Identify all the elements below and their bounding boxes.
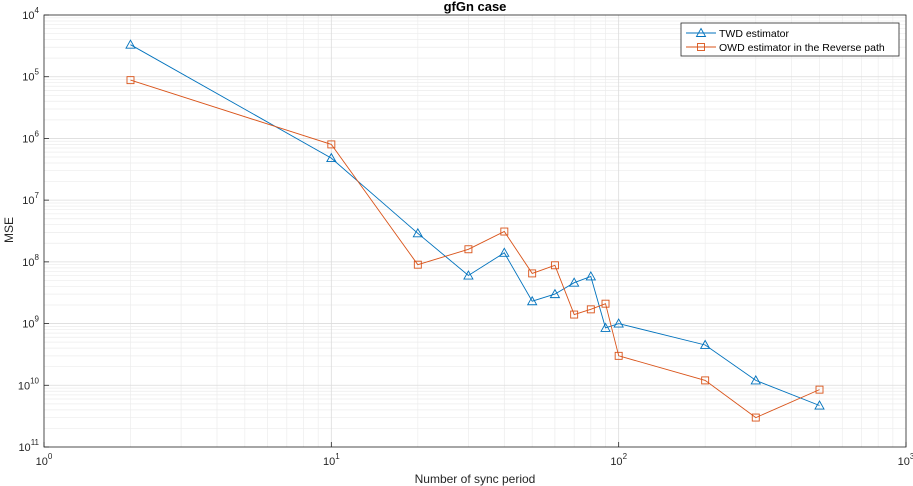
data-point-triangle xyxy=(549,288,561,299)
data-point-square xyxy=(500,227,509,236)
series-line xyxy=(130,79,820,419)
data-point-triangle xyxy=(585,271,597,281)
data-point-square xyxy=(464,245,473,254)
legend-label-twd: TWD estimator xyxy=(719,28,790,40)
data-point-triangle xyxy=(326,152,337,163)
data-point-square xyxy=(570,310,579,319)
legend-marker-twd xyxy=(695,27,707,37)
legend-label-owd: OWD estimator in the Reverse path xyxy=(719,42,885,54)
data-point-triangle xyxy=(125,39,136,49)
data-point-square xyxy=(586,305,595,314)
chart-title: gfGn case xyxy=(444,0,507,14)
data-point-triangle xyxy=(613,318,624,328)
data-point-square xyxy=(126,76,135,85)
data-point-square xyxy=(751,413,760,422)
data-point-triangle xyxy=(412,227,424,238)
data-point-triangle xyxy=(463,270,474,280)
data-point-triangle xyxy=(499,247,510,257)
series-2 xyxy=(126,76,824,422)
series-1 xyxy=(125,39,825,410)
data-point-square xyxy=(601,299,610,308)
series-group xyxy=(125,39,825,422)
legend: TWD estimator OWD estimator in the Rever… xyxy=(680,22,900,57)
legend-marker-owd xyxy=(697,43,705,51)
data-point-triangle xyxy=(526,295,538,306)
series-line xyxy=(130,44,820,406)
data-point-square xyxy=(701,376,710,385)
data-point-square xyxy=(413,260,422,269)
data-point-square xyxy=(815,385,824,394)
y-axis-label: MSE xyxy=(2,217,16,243)
data-point-square xyxy=(550,261,559,270)
x-axis-label: Number of sync period xyxy=(415,472,536,486)
legend-box xyxy=(680,22,900,57)
data-point-square xyxy=(614,351,623,360)
data-point-triangle xyxy=(600,322,611,332)
data-point-triangle xyxy=(699,339,711,349)
plot-area xyxy=(44,15,906,447)
data-point-triangle xyxy=(568,277,580,287)
data-point-square xyxy=(528,269,537,278)
x-tick-label: 103 xyxy=(898,452,913,468)
data-point-square xyxy=(327,140,336,149)
data-point-triangle xyxy=(750,374,762,385)
grid xyxy=(43,14,907,448)
plot-frame xyxy=(43,14,907,448)
data-point-triangle xyxy=(814,400,825,410)
